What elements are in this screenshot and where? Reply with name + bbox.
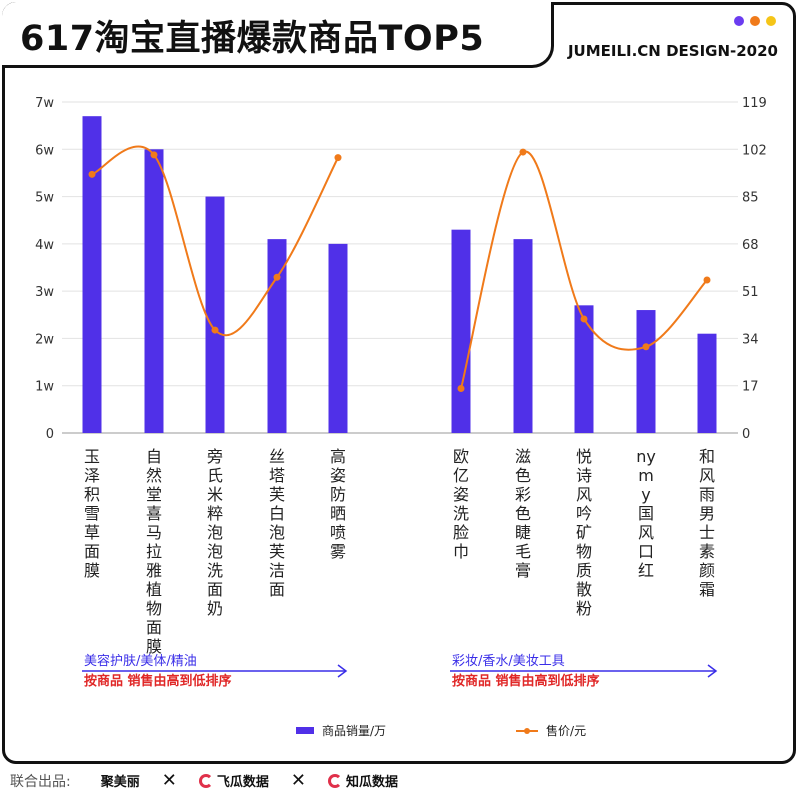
bar bbox=[451, 229, 471, 433]
x-category-label: 滋色彩色睫毛膏 bbox=[514, 447, 531, 580]
bar bbox=[328, 243, 348, 433]
y-right-tick-label: 68 bbox=[742, 238, 759, 253]
bar bbox=[513, 239, 533, 433]
price-point bbox=[703, 276, 711, 284]
price-point bbox=[88, 170, 96, 178]
legend-bar-swatch bbox=[296, 727, 314, 734]
group-1-name: 美容护肤/美体/精油 bbox=[84, 654, 197, 669]
arrow-head-icon bbox=[337, 664, 348, 678]
bar bbox=[144, 149, 164, 434]
y-right-tick-label: 17 bbox=[742, 380, 759, 395]
y-left-tick-label: 1w bbox=[35, 380, 54, 395]
partner-feigua-name: 飞瓜数据 bbox=[216, 775, 269, 790]
x-category-label: 欧亿姿洗脸巾 bbox=[452, 447, 469, 561]
y-left-tick-label: 3w bbox=[35, 285, 54, 300]
x-category-label: 悦诗风吟矿物质散粉 bbox=[575, 447, 592, 618]
x-category-label: 玉泽积雪草面膜 bbox=[83, 447, 100, 580]
group-1-sort: 按商品 销售由高到低排序 bbox=[84, 674, 232, 689]
y-right-tick-label: 0 bbox=[742, 427, 750, 442]
footer-separator-2: ✕ bbox=[290, 770, 306, 791]
legend: 商品销量/万 售价/元 bbox=[296, 722, 586, 739]
y-left-tick-label: 7w bbox=[35, 96, 54, 111]
footer-separator-1: ✕ bbox=[161, 770, 177, 791]
group-2-name: 彩妆/香水/美妆工具 bbox=[452, 654, 565, 669]
price-point bbox=[273, 273, 281, 281]
price-point bbox=[334, 154, 342, 162]
x-category-label: 丝塔芙白泡芙洁面 bbox=[268, 447, 285, 599]
price-point bbox=[457, 384, 465, 392]
price-line bbox=[460, 150, 708, 389]
y-left-tick-label: 5w bbox=[35, 191, 54, 206]
x-category-label: 自然堂喜马拉雅植物面膜 bbox=[145, 447, 162, 656]
title-tab: 617淘宝直播爆款商品TOP5 bbox=[2, 2, 554, 68]
dot-purple bbox=[734, 16, 744, 26]
bar bbox=[205, 196, 225, 433]
footer-label: 联合出品: bbox=[10, 773, 71, 790]
dot-yellow bbox=[766, 16, 776, 26]
y-right-tick-label: 85 bbox=[742, 191, 759, 206]
partner-feigua: 飞瓜数据 bbox=[198, 771, 269, 790]
zhigua-logo-icon bbox=[327, 773, 342, 788]
arrow-head-icon bbox=[707, 664, 718, 678]
group-2-note: 彩妆/香水/美妆工具 按商品 销售由高到低排序 bbox=[452, 652, 600, 692]
price-point bbox=[519, 148, 527, 156]
feigua-logo-icon bbox=[198, 773, 213, 788]
legend-line-swatch bbox=[516, 727, 539, 734]
partner-zhigua-name: 知瓜数据 bbox=[345, 775, 398, 790]
legend-bar-label: 商品销量/万 bbox=[322, 724, 387, 738]
y-right-tick-label: 34 bbox=[742, 332, 759, 347]
x-category-label: 旁氏米粹泡泡洗面奶 bbox=[206, 447, 223, 618]
y-right-tick-label: 119 bbox=[742, 96, 767, 111]
y-left-tick-label: 4w bbox=[35, 238, 54, 253]
x-category-label: 和风雨男士素颜霜 bbox=[698, 447, 715, 599]
y-left-tick-label: 2w bbox=[35, 332, 54, 347]
x-category-label: 高姿防晒喷雾 bbox=[329, 447, 346, 561]
price-point bbox=[150, 151, 158, 159]
group-2-sort: 按商品 销售由高到低排序 bbox=[452, 674, 600, 689]
bar bbox=[574, 305, 594, 433]
price-point bbox=[580, 315, 588, 323]
partner-jumeili: 聚美丽 bbox=[101, 771, 140, 790]
price-point bbox=[642, 343, 650, 351]
y-left-tick-label: 6w bbox=[35, 143, 54, 158]
footer: 联合出品: 聚美丽 ✕ 飞瓜数据 ✕ 知瓜数据 bbox=[10, 770, 398, 791]
legend-line-label: 售价/元 bbox=[546, 724, 587, 738]
bar bbox=[636, 310, 656, 433]
group-1-note: 美容护肤/美体/精油 按商品 销售由高到低排序 bbox=[84, 652, 232, 692]
page-title: 617淘宝直播爆款商品TOP5 bbox=[20, 19, 485, 59]
y-right-tick-label: 51 bbox=[742, 285, 759, 300]
price-point bbox=[211, 326, 219, 334]
y-right-tick-label: 102 bbox=[742, 143, 767, 158]
y-left-tick-label: 0 bbox=[46, 427, 54, 442]
partner-zhigua: 知瓜数据 bbox=[327, 771, 398, 790]
brand-label: JUMEILI.CN DESIGN-2020 bbox=[567, 42, 778, 60]
bar bbox=[697, 333, 717, 433]
dot-orange bbox=[750, 16, 760, 26]
bar bbox=[267, 239, 287, 433]
x-category-label: nymy国风口红 bbox=[636, 447, 656, 580]
partner-jumeili-name: 聚美丽 bbox=[100, 775, 140, 790]
bar bbox=[82, 116, 102, 433]
header-dots bbox=[734, 16, 776, 26]
